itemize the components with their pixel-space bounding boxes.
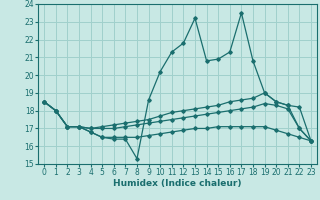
X-axis label: Humidex (Indice chaleur): Humidex (Indice chaleur)	[113, 179, 242, 188]
